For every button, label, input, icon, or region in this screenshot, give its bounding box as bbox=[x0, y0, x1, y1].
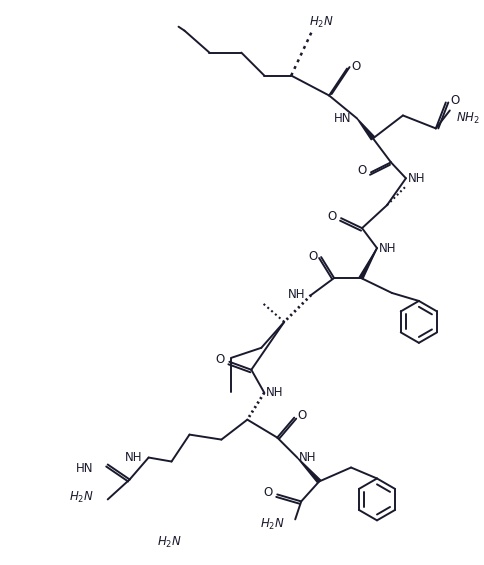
Text: O: O bbox=[215, 353, 225, 366]
Polygon shape bbox=[359, 248, 376, 279]
Text: $H_2N$: $H_2N$ bbox=[308, 15, 333, 31]
Text: O: O bbox=[263, 486, 272, 499]
Text: NH: NH bbox=[287, 289, 304, 302]
Text: NH: NH bbox=[125, 451, 142, 464]
Text: NH: NH bbox=[407, 172, 424, 185]
Polygon shape bbox=[297, 458, 320, 483]
Text: O: O bbox=[357, 164, 366, 177]
Text: O: O bbox=[297, 409, 306, 422]
Text: $H_2N$: $H_2N$ bbox=[260, 517, 285, 532]
Text: O: O bbox=[351, 60, 360, 73]
Text: $H_2N$: $H_2N$ bbox=[157, 534, 182, 550]
Text: NH: NH bbox=[299, 451, 316, 464]
Text: $H_2N$: $H_2N$ bbox=[69, 490, 93, 505]
Text: NH: NH bbox=[266, 386, 283, 399]
Text: NH: NH bbox=[378, 242, 396, 255]
Text: O: O bbox=[449, 94, 458, 107]
Text: HN: HN bbox=[76, 462, 93, 475]
Text: HN: HN bbox=[333, 112, 350, 125]
Polygon shape bbox=[356, 119, 374, 140]
Text: O: O bbox=[327, 210, 336, 223]
Text: $NH_2$: $NH_2$ bbox=[455, 111, 479, 126]
Text: O: O bbox=[308, 250, 317, 263]
